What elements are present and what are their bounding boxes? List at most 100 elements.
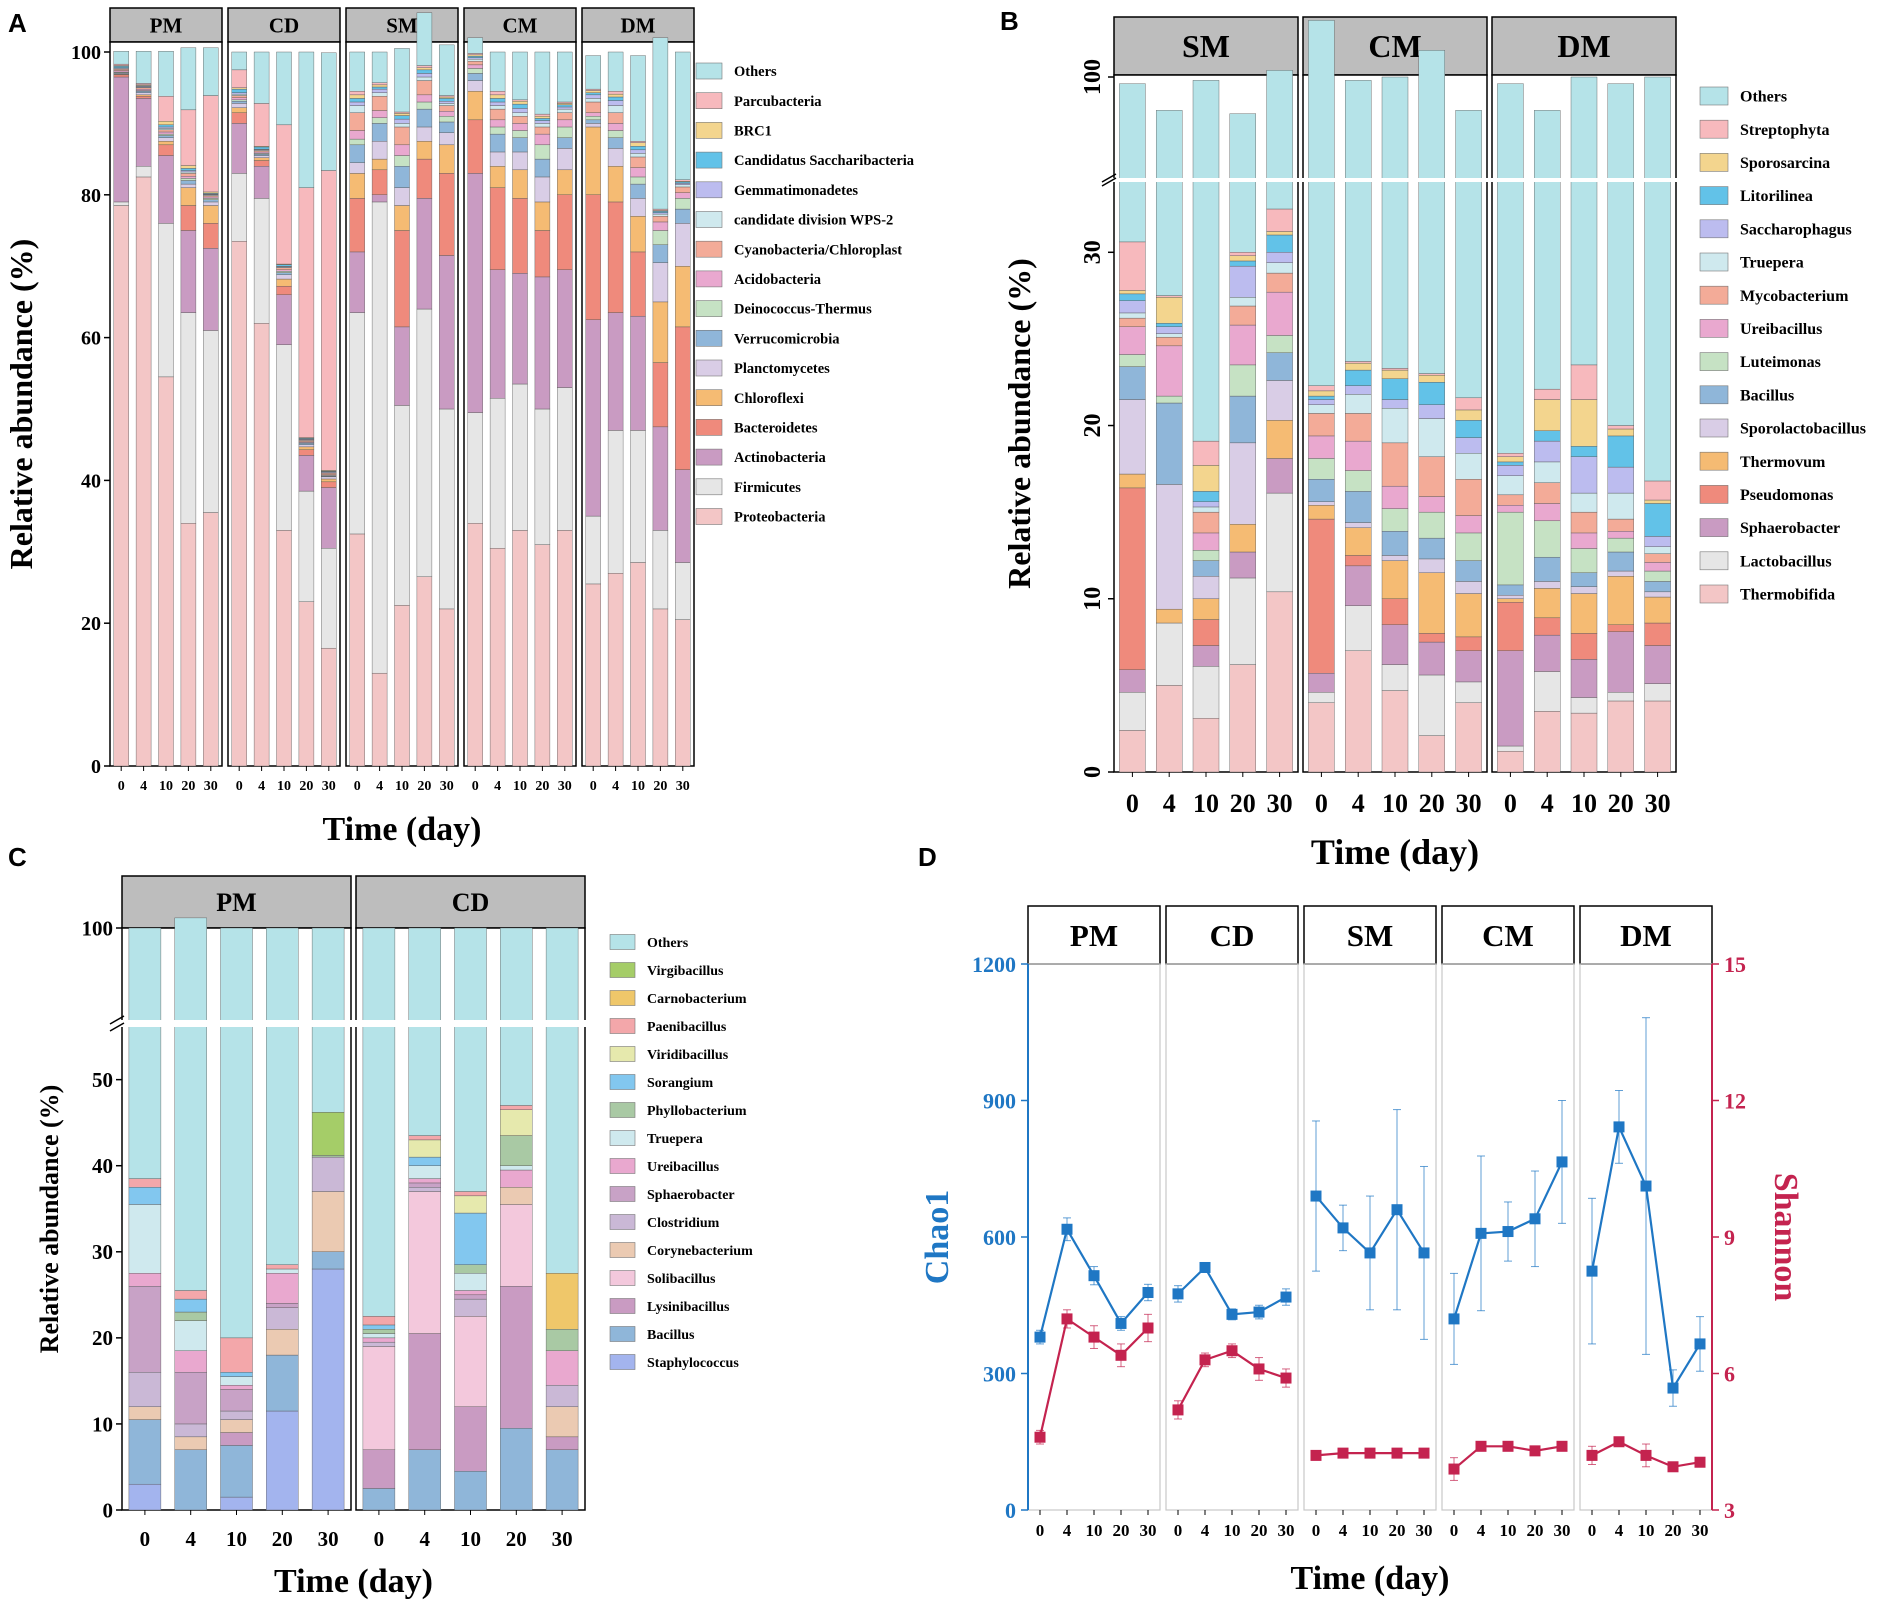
panel-d-point-shannon bbox=[1142, 1322, 1154, 1334]
panel-b-bar-segment-bacillus bbox=[1381, 531, 1409, 556]
panel-a-bar-segment-gemmatimonadetes bbox=[467, 57, 483, 60]
panel-d-point-shannon bbox=[1529, 1445, 1541, 1457]
panel-d-x-tick-label: 30 bbox=[1554, 1521, 1571, 1540]
panel-a-bar-segment-acidobacteria bbox=[276, 269, 292, 272]
panel-a-bar-segment-chloroflexi bbox=[394, 205, 410, 231]
panel-a-bar-segment-actinobacteria bbox=[276, 294, 292, 345]
panel-b-bar-segment-sporosarcina bbox=[1119, 290, 1146, 295]
panel-b-legend-swatch-pseudomonas bbox=[1699, 485, 1729, 504]
panel-a-bar-segment-deinococcus-thermus bbox=[557, 126, 573, 138]
panel-b-bar-segment-sphaerobacter bbox=[1570, 659, 1598, 698]
panel-a-bar-segment-chloroflexi bbox=[203, 205, 219, 224]
panel-a-legend-swatch-cyanobacteria-chloroplast bbox=[695, 240, 723, 258]
panel-c-stacked-bar-chart: PM 0 4 10 20 30 CD 0 4 10 20 30 0 10 20 30 40 50 100 Time (… bbox=[35, 875, 753, 1600]
panel-a-bar-segment-proteobacteria bbox=[512, 530, 528, 767]
panel-c-bar-segment-clostridium bbox=[220, 1410, 253, 1420]
panel-a-legend-swatch-candidate-division-wps-2 bbox=[695, 211, 723, 228]
panel-b-bar-segment-thermobifida bbox=[1497, 751, 1524, 773]
panel-a-bar-segment-others bbox=[675, 51, 691, 181]
panel-b-legend-swatch-thermobifida bbox=[1699, 584, 1729, 604]
panel-a-bar-segment-cyanobacteria-chloroplast bbox=[534, 126, 551, 135]
panel-d-point-chao1 bbox=[1253, 1306, 1265, 1318]
panel-a-bar-segment-proteobacteria bbox=[135, 176, 152, 767]
panel-a-bar-segment-candidatus-saccharibacteria bbox=[394, 115, 410, 120]
panel-a-bar-segment-others bbox=[416, 12, 433, 66]
panel-d-point-shannon bbox=[1337, 1447, 1349, 1459]
panel-b-bar-segment-saccharophagus bbox=[1533, 440, 1561, 463]
panel-a-bar-segment-others bbox=[630, 55, 646, 142]
panel-a-y-tick-label: 80 bbox=[81, 185, 101, 207]
panel-d-right-axis-title: Shannon bbox=[1767, 1173, 1804, 1302]
panel-b-bar-segment-mycobacterium bbox=[1229, 305, 1257, 326]
panel-b-strip-label: SM bbox=[1182, 28, 1230, 64]
panel-a-strip-pm bbox=[109, 7, 223, 43]
panel-a-bar-segment-acidobacteria bbox=[467, 64, 483, 69]
panel-a-bar-segment-deinococcus-thermus bbox=[489, 126, 506, 135]
panel-b-legend-swatch-mycobacterium bbox=[1699, 285, 1729, 305]
panel-b-bar-segment-lactobacillus bbox=[1570, 697, 1598, 714]
panel-a-legend-label: Verrucomicrobia bbox=[734, 331, 840, 347]
panel-b-bar-segment-litorilinea bbox=[1229, 260, 1257, 267]
panel-b-bar-segment-saccharophagus bbox=[1192, 501, 1220, 508]
panel-a-bar-segment-cyanobacteria-chloroplast bbox=[585, 101, 601, 113]
panel-a-x-tick-label: 0 bbox=[118, 779, 125, 794]
panel-a-bar-segment-bacteroidetes bbox=[439, 173, 455, 256]
panel-a-x-tick-label: 20 bbox=[181, 779, 195, 794]
panel-d-x-tick-label: 4 bbox=[1201, 1521, 1210, 1540]
panel-a-legend-label: Actinobacteria bbox=[734, 450, 827, 466]
panel-c-bar-segment-clostridium bbox=[174, 1423, 207, 1438]
panel-b-bar-segment-sporosarcina bbox=[1192, 465, 1220, 492]
panel-a-bar-segment-verrucomicrobia bbox=[630, 183, 646, 199]
panel-a-bar-segment-actinobacteria bbox=[557, 269, 573, 388]
panel-a-bar-segment-candidate-division-wps-2 bbox=[439, 103, 455, 106]
panel-d-point-shannon bbox=[1310, 1449, 1322, 1461]
panel-b-bar-segment-sphaerobacter bbox=[1308, 673, 1335, 693]
panel-b-bar-segment-bacillus bbox=[1570, 572, 1598, 587]
panel-b-axis-break-mark bbox=[1101, 173, 1117, 183]
panel-c-bar-segment-sorangium bbox=[454, 1212, 487, 1265]
panel-a-bar-segment-actinobacteria bbox=[203, 248, 219, 331]
panel-a-bar-segment-gemmatimonadetes bbox=[416, 73, 433, 78]
panel-a-bar-segment-bacteroidetes bbox=[675, 326, 691, 470]
panel-c-legend-swatch-paenibacillus bbox=[609, 1018, 636, 1034]
panel-b-bar-segment-thermovum bbox=[1155, 608, 1183, 624]
panel-letter-c: C bbox=[8, 842, 27, 872]
panel-d-x-tick-label: 30 bbox=[1140, 1521, 1157, 1540]
panel-a-legend-label: Cyanobacteria/Chloroplast bbox=[734, 242, 902, 258]
panel-a-bar-segment-verrucomicrobia bbox=[158, 135, 174, 138]
panel-b-bar-segment-thermobifida bbox=[1455, 702, 1482, 773]
panel-c-bar-segment-others bbox=[128, 927, 162, 1179]
panel-a-bar-segment-parcubacteria bbox=[416, 65, 433, 68]
panel-a-bar-segment-parcubacteria bbox=[534, 113, 551, 117]
panel-c-bar-segment-truepera bbox=[174, 1320, 207, 1351]
panel-d-x-tick-label: 30 bbox=[1692, 1521, 1709, 1540]
panel-b-bar-segment-truepera bbox=[1344, 394, 1372, 414]
panel-b-bar-segment-bacillus bbox=[1455, 560, 1482, 582]
panel-d-point-shannon bbox=[1364, 1447, 1376, 1459]
panel-b-bar-segment-saccharophagus bbox=[1497, 465, 1524, 476]
panel-b-legend-label: Litorilinea bbox=[1740, 188, 1813, 205]
panel-a-bar-segment-brc1 bbox=[585, 90, 601, 93]
panel-a-bar-segment-chloroflexi bbox=[349, 173, 365, 199]
panel-a-bar-segment-actinobacteria bbox=[607, 312, 624, 431]
panel-c-bar-segment-truepera bbox=[266, 1268, 299, 1274]
panel-c-x-tick-label: 10 bbox=[226, 1527, 247, 1551]
panel-b-bar-segment-thermobifida bbox=[1381, 690, 1409, 773]
panel-b-bar-segment-litorilinea bbox=[1570, 446, 1598, 457]
panel-d-point-chao1 bbox=[1115, 1317, 1127, 1329]
panel-d-point-shannon bbox=[1061, 1313, 1073, 1325]
panel-c-y-tick-label: 100 bbox=[82, 916, 114, 940]
panel-b-bar-segment-truepera bbox=[1644, 546, 1671, 554]
panel-a-bar-segment-parcubacteria bbox=[276, 124, 292, 265]
panel-a-bar-segment-chloroflexi bbox=[652, 301, 669, 363]
panel-d-point-shannon bbox=[1640, 1449, 1652, 1461]
panel-b-bar-segment-thermovum bbox=[1644, 596, 1671, 624]
panel-b-legend-label: Saccharophagus bbox=[1740, 221, 1852, 238]
panel-a-bar-segment-planctomycetes bbox=[180, 183, 197, 188]
panel-a-bar-segment-deinococcus-thermus bbox=[203, 198, 219, 200]
panel-c-bar-segment-truepera bbox=[454, 1273, 487, 1291]
panel-a-bar-segment-others bbox=[652, 37, 669, 210]
panel-c-bar-segment-clostridium bbox=[128, 1372, 162, 1407]
panel-a-bar-segment-others bbox=[585, 55, 601, 90]
